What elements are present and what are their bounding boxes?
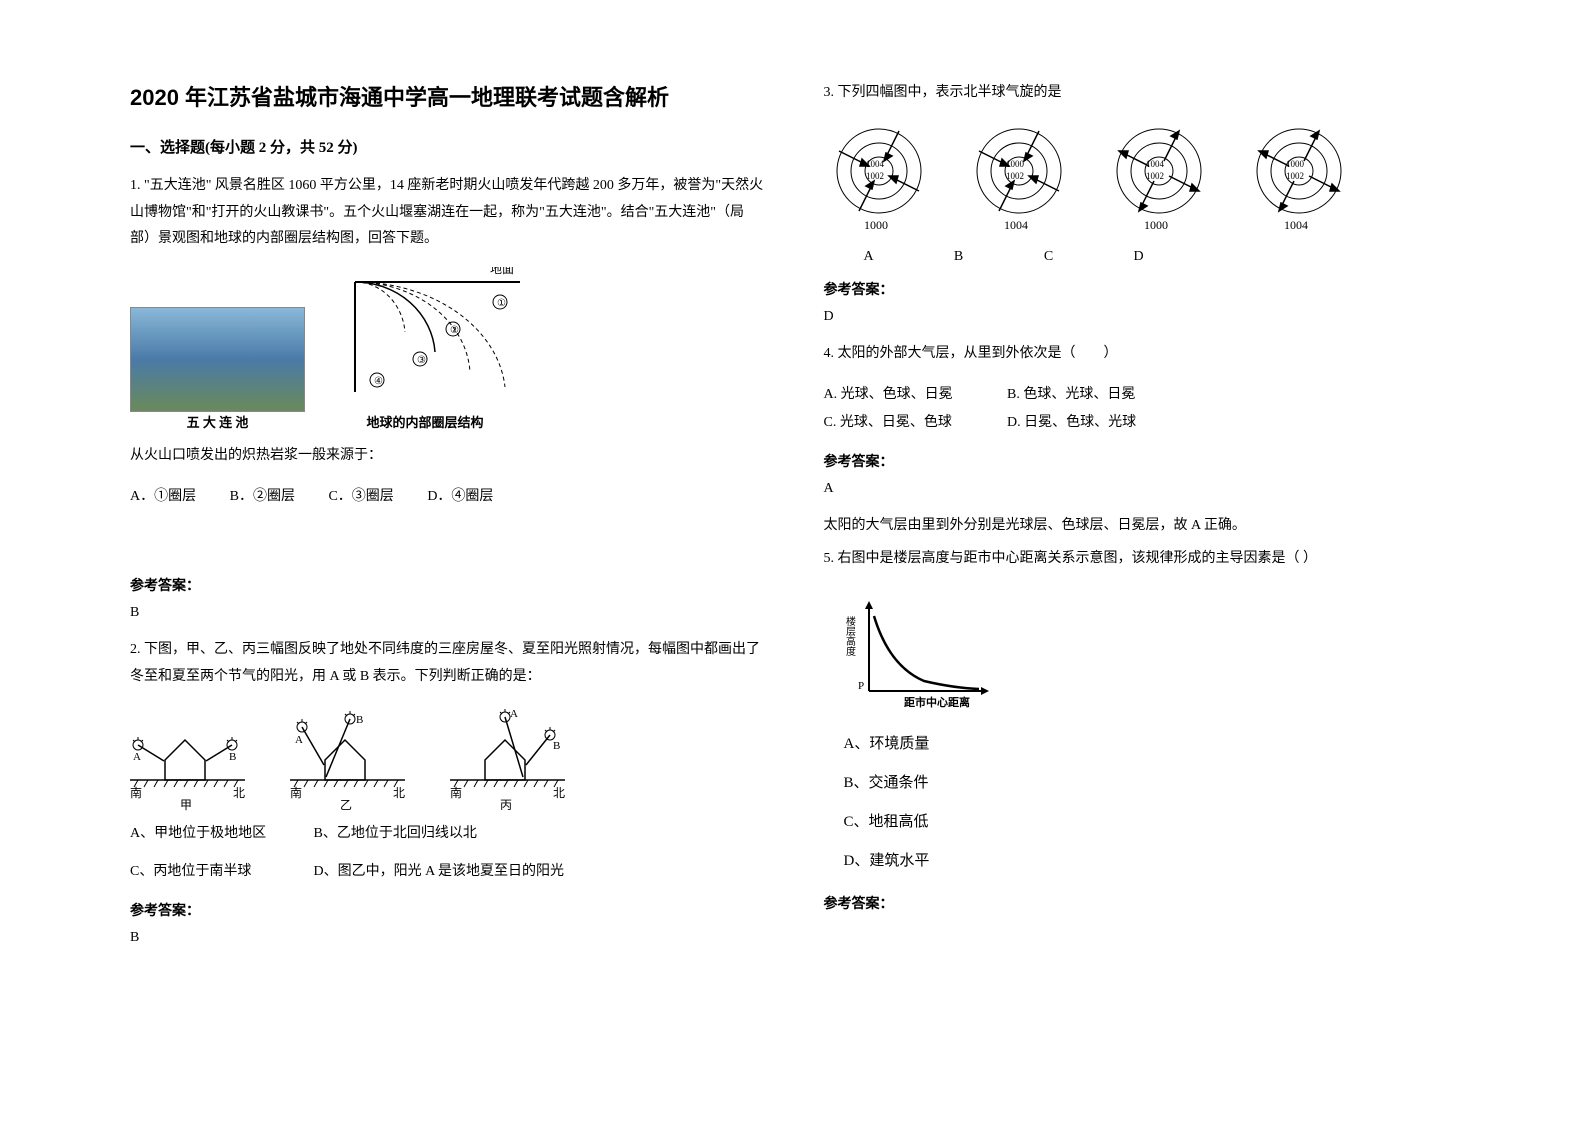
svg-text:北: 北 bbox=[393, 786, 405, 800]
svg-text:①: ① bbox=[497, 298, 506, 309]
q3-answer: D bbox=[824, 309, 1458, 325]
svg-text:B: B bbox=[356, 714, 363, 726]
q1-opt-c: C．③圈层 bbox=[328, 489, 393, 504]
svg-text:1004: 1004 bbox=[1146, 159, 1165, 169]
cyclone-b: 1000 1002 1004 bbox=[964, 121, 1074, 241]
page-title: 2020 年江苏省盐城市海通中学高一地理联考试题含解析 bbox=[130, 80, 764, 112]
q4-opt-c: C. 光球、日冕、色球 bbox=[824, 409, 1004, 437]
q1-opt-d: D．④圈层 bbox=[427, 489, 493, 504]
svg-text:④: ④ bbox=[374, 376, 383, 387]
svg-text:B: B bbox=[229, 751, 236, 763]
q5-answer-label: 参考答案： bbox=[824, 893, 1458, 913]
section-heading: 一、选择题(每小题 2 分，共 52 分) bbox=[130, 136, 764, 157]
svg-text:南: 南 bbox=[290, 785, 302, 800]
q4-text: 4. 太阳的外部大气层，从里到外依次是（ ） bbox=[824, 341, 1458, 368]
svg-text:南: 南 bbox=[130, 785, 142, 800]
q5-text: 5. 右图中是楼层高度与距市中心距离关系示意图，该规律形成的主导因素是（ ） bbox=[824, 546, 1458, 573]
q1-images: 五 大 连 池 地面 ① ② ③ ④ 地球的内部圈层结构 bbox=[130, 267, 764, 431]
svg-text:地面: 地面 bbox=[490, 267, 514, 276]
cyclone-a: 1004 1002 1000 bbox=[824, 121, 934, 241]
svg-text:1002: 1002 bbox=[1146, 171, 1164, 181]
svg-text:1002: 1002 bbox=[1286, 171, 1304, 181]
q4-opt-a: A. 光球、色球、日冕 bbox=[824, 381, 1004, 409]
q1-diagram-block: 地面 ① ② ③ ④ 地球的内部圈层结构 bbox=[325, 267, 525, 431]
q4-opt-b: B. 色球、光球、日冕 bbox=[1007, 387, 1135, 402]
q2-answer-label: 参考答案： bbox=[130, 900, 764, 920]
q3-text: 3. 下列四幅图中，表示北半球气旋的是 bbox=[824, 80, 1458, 107]
svg-text:北: 北 bbox=[233, 786, 245, 800]
svg-text:1004: 1004 bbox=[866, 159, 885, 169]
svg-text:1002: 1002 bbox=[1006, 171, 1024, 181]
q4-explanation: 太阳的大气层由里到外分别是光球层、色球层、日冕层，故 A 正确。 bbox=[824, 513, 1458, 540]
wudalianchi-photo bbox=[130, 307, 305, 412]
q3-opt-b: B bbox=[914, 249, 1004, 265]
earth-layers-diagram: 地面 ① ② ③ ④ bbox=[325, 267, 525, 407]
q1-photo-block: 五 大 连 池 bbox=[130, 307, 305, 431]
q1-answer-label: 参考答案： bbox=[130, 575, 764, 595]
q1-answer: B bbox=[130, 605, 764, 621]
q2-text: 2. 下图，甲、乙、丙三幅图反映了地处不同纬度的三座房屋冬、夏至阳光照射情况，每… bbox=[130, 637, 764, 690]
svg-text:1000: 1000 bbox=[1144, 218, 1168, 232]
svg-text:③: ③ bbox=[417, 355, 426, 366]
q4-answer: A bbox=[824, 481, 1458, 497]
right-column: 3. 下列四幅图中，表示北半球气旋的是 1004 1002 1000 1000 … bbox=[794, 80, 1488, 1082]
q5-chart: 楼层高度 P 距市中心距离 bbox=[844, 596, 1004, 716]
q1-text: 1. "五大连池" 风景名胜区 1060 平方公里，14 座新老时期火山喷发年代… bbox=[130, 173, 764, 253]
q3-opt-d: D bbox=[1094, 249, 1184, 265]
svg-text:1004: 1004 bbox=[1284, 218, 1308, 232]
svg-text:②: ② bbox=[450, 325, 459, 336]
svg-text:1000: 1000 bbox=[1286, 159, 1305, 169]
svg-text:1004: 1004 bbox=[1004, 218, 1028, 232]
svg-text:1002: 1002 bbox=[866, 171, 884, 181]
q1-caption-left: 五 大 连 池 bbox=[130, 412, 305, 431]
q4-answer-label: 参考答案： bbox=[824, 451, 1458, 471]
svg-text:1000: 1000 bbox=[1006, 159, 1025, 169]
svg-text:1000: 1000 bbox=[864, 218, 888, 232]
svg-text:丙: 丙 bbox=[500, 798, 512, 812]
q4-options: A. 光球、色球、日冕 B. 色球、光球、日冕 C. 光球、日冕、色球 D. 日… bbox=[824, 381, 1458, 437]
svg-text:乙: 乙 bbox=[340, 798, 352, 812]
q5-opt-c: C、地租高低 bbox=[844, 815, 1458, 830]
q2-opt-b: B、乙地位于北回归线以北 bbox=[314, 826, 477, 841]
cyclone-d: 1000 1002 1004 bbox=[1244, 121, 1354, 241]
svg-text:P: P bbox=[858, 680, 864, 692]
svg-text:北: 北 bbox=[553, 786, 565, 800]
svg-text:A: A bbox=[133, 751, 141, 763]
q3-cyclones: 1004 1002 1000 1000 1002 1004 1004 1002 … bbox=[824, 121, 1458, 241]
svg-text:B: B bbox=[553, 740, 560, 752]
q1-opt-a: A．①圈层 bbox=[130, 489, 196, 504]
svg-text:甲: 甲 bbox=[180, 798, 192, 812]
q2-options: A、甲地位于极地地区 B、乙地位于北回归线以北 C、丙地位于南半球 D、图乙中，… bbox=[130, 820, 764, 886]
q2-opt-c: C、丙地位于南半球 bbox=[130, 858, 310, 886]
svg-text:A: A bbox=[295, 734, 303, 746]
q5-opt-b: B、交通条件 bbox=[844, 776, 1458, 791]
q1-stem: 从火山口喷发出的炽热岩浆一般来源于： bbox=[130, 443, 764, 470]
svg-text:楼层高度: 楼层高度 bbox=[844, 615, 856, 657]
cyclone-c: 1004 1002 1000 bbox=[1104, 121, 1214, 241]
q5-opt-a: A、环境质量 bbox=[844, 737, 1458, 752]
q2-houses-diagram: A B 南 北 甲 A B 南 北 乙 bbox=[130, 705, 580, 815]
svg-text:距市中心距离: 距市中心距离 bbox=[904, 695, 970, 709]
q4-opt-d: D. 日冕、色球、光球 bbox=[1007, 415, 1136, 430]
q1-opt-b: B．②圈层 bbox=[230, 489, 295, 504]
q1-caption-right: 地球的内部圈层结构 bbox=[325, 412, 525, 431]
svg-text:南: 南 bbox=[450, 785, 462, 800]
svg-text:A: A bbox=[510, 708, 518, 720]
q1-options: A．①圈层 B．②圈层 C．③圈层 D．④圈层 bbox=[130, 483, 764, 511]
q3-opt-a: A bbox=[824, 249, 914, 265]
q2-opt-d: D、图乙中，阳光 A 是该地夏至日的阳光 bbox=[314, 864, 564, 879]
q3-options: A B C D bbox=[824, 249, 1184, 265]
q5-opt-d: D、建筑水平 bbox=[844, 854, 1458, 869]
q3-opt-c: C bbox=[1004, 249, 1094, 265]
q3-answer-label: 参考答案： bbox=[824, 279, 1458, 299]
left-column: 2020 年江苏省盐城市海通中学高一地理联考试题含解析 一、选择题(每小题 2 … bbox=[100, 80, 794, 1082]
q2-answer: B bbox=[130, 930, 764, 946]
q2-opt-a: A、甲地位于极地地区 bbox=[130, 820, 310, 848]
